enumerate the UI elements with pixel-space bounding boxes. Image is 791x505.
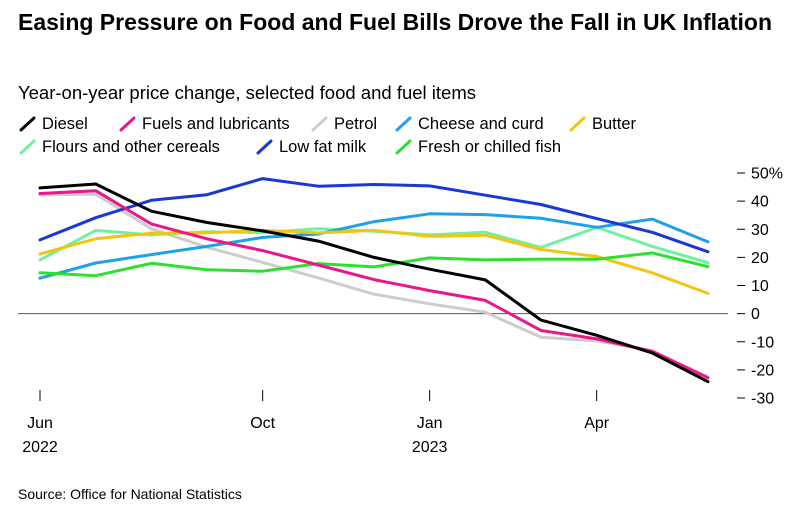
y-tick-label: 10 xyxy=(751,278,769,295)
legend-swatch xyxy=(569,116,586,132)
legend-swatch xyxy=(395,116,412,132)
y-tick-label: 50% xyxy=(751,166,783,183)
legend-swatch xyxy=(19,116,36,132)
legend-label: Fuels and lubricants xyxy=(142,115,290,133)
y-tick-label: -20 xyxy=(751,362,774,379)
series-line-butter xyxy=(38,228,710,295)
legend-label: Cheese and curd xyxy=(418,115,544,133)
legend-swatch xyxy=(256,139,273,155)
legend-swatch xyxy=(395,139,412,155)
x-tick-label: Oct xyxy=(250,415,275,432)
y-tick-label: -30 xyxy=(751,391,774,408)
legend-swatch xyxy=(19,139,36,155)
x-tick-label: Jun xyxy=(27,415,53,432)
x-tick-year-label: 2022 xyxy=(22,439,58,456)
chart-subtitle: Year-on-year price change, selected food… xyxy=(18,82,476,103)
legend-label: Butter xyxy=(592,115,637,133)
source-note: Source: Office for National Statistics xyxy=(18,486,242,502)
series-line-cheese-and-curd xyxy=(38,212,710,280)
y-tick-label: -10 xyxy=(751,334,774,351)
x-tick-year-label: 2023 xyxy=(412,439,448,456)
legend-label: Low fat milk xyxy=(279,138,367,156)
series-line-low-fat-milk xyxy=(38,177,710,254)
series-line-fuels-and-lubricants xyxy=(38,189,710,380)
legend-label: Diesel xyxy=(42,115,88,133)
series-line-petrol xyxy=(38,192,710,379)
x-tick-label: Jan xyxy=(417,415,443,432)
y-tick-label: 30 xyxy=(751,222,769,239)
x-tick-label: Apr xyxy=(584,415,610,432)
legend-label: Petrol xyxy=(334,115,378,133)
legend-swatch xyxy=(311,116,328,132)
series-line-fresh-or-chilled-fish xyxy=(38,251,710,278)
legend-label: Flours and other cereals xyxy=(42,138,220,156)
y-tick-label: 40 xyxy=(751,194,769,211)
legend-label: Fresh or chilled fish xyxy=(418,138,562,156)
line-chart: 50% 40 30 20 10 0 -10 -20 -30 Jun 2022 Oct Jan 2023 Ap… xyxy=(18,166,783,456)
series-line-diesel xyxy=(38,182,710,384)
y-tick-label: 0 xyxy=(751,306,760,323)
y-tick-label: 20 xyxy=(751,250,769,267)
legend-swatch xyxy=(119,116,136,132)
chart-title: Easing Pressure on Food and Fuel Bills D… xyxy=(18,9,772,35)
